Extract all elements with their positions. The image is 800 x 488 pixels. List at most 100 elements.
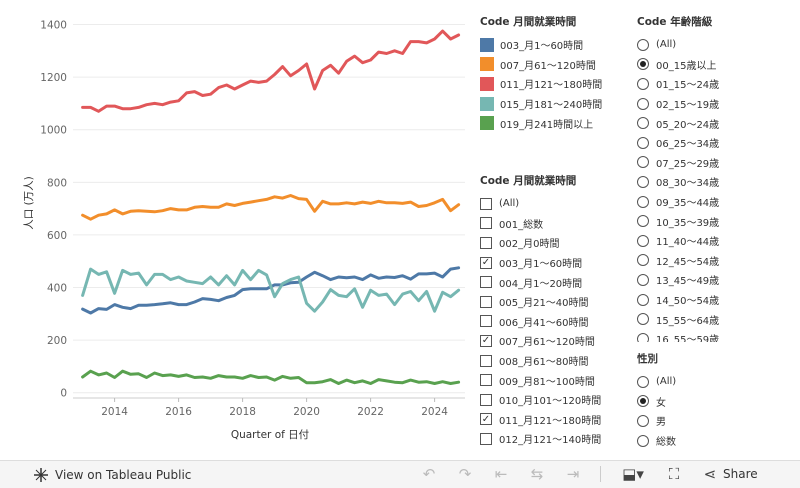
hours-filter-option[interactable]: 001_総数 [480,214,610,234]
hours-filter-option[interactable]: 006_月41～60時間 [480,312,610,332]
redo-icon[interactable]: ↷ [458,465,472,483]
y-axis: 0 200 400 600 800 1000 1200 1400 [40,20,67,400]
color-legend-title: Code 月間就業時間 [480,16,577,28]
legend-item: 003_月1～60時間 [480,35,602,55]
option-label: 019_月241時間以上 [500,119,594,131]
radio-icon[interactable] [637,97,649,110]
hours-filter-option[interactable]: 012_月121～140時間 [480,429,610,446]
checkbox-icon[interactable] [480,217,492,230]
radio-icon[interactable] [637,375,649,388]
age-filter-option[interactable]: (All) [637,35,737,55]
checkbox-icon[interactable] [480,374,492,387]
download-icon[interactable]: ⬓▾ [622,465,644,483]
sex-filter-option[interactable]: 総数 [637,431,737,451]
radio-icon[interactable] [637,195,649,208]
undo-icon[interactable]: ↶ [422,465,436,483]
age-filter-option[interactable]: 15_55～64歳 [637,309,737,329]
x-axis: 2014 2016 2018 2020 2022 2024 [73,397,465,418]
radio-selected-icon[interactable] [637,395,649,408]
age-filter-option[interactable]: 16_55～59歳 [637,329,737,342]
radio-selected-icon[interactable] [637,58,649,71]
x-axis-label: Quarter of 日付 [231,428,309,441]
age-filter-option[interactable]: 02_15～19歳 [637,94,737,114]
hours-filter-option[interactable]: 004_月1～20時間 [480,272,610,292]
hours-filter-option[interactable]: ✓ 007_月61～120時間 [480,331,610,351]
checkbox-icon[interactable] [480,315,492,328]
hours-filter-option[interactable]: ✓ 003_月1～60時間 [480,253,610,273]
age-filter-option[interactable]: 14_50～54歳 [637,290,737,310]
hours-filter-option[interactable]: 008_月61～80時間 [480,351,610,371]
radio-icon[interactable] [637,273,649,286]
radio-icon[interactable] [637,293,649,306]
tableau-logo-icon [34,468,48,482]
series-line-4 [81,267,461,313]
fullscreen-icon[interactable]: ⛶ [668,465,680,483]
age-filter-option[interactable]: 01_15～24歳 [637,74,737,94]
radio-icon[interactable] [637,38,649,51]
checkbox-icon[interactable] [480,197,492,210]
hours-filter: Code 月間就業時間 (All) 001_総数 002_月0時間 ✓ 003_月1～6… [480,173,610,446]
hours-filter-option[interactable]: 002_月0時間 [480,233,610,253]
sex-filter-option[interactable]: (All) [637,372,737,392]
checkbox-checked-icon[interactable]: ✓ [480,413,492,426]
sex-filter-option[interactable]: 男 [637,411,737,431]
age-filter-option[interactable]: 13_45～49歳 [637,270,737,290]
radio-icon[interactable] [637,254,649,267]
option-label: 008_月61～80時間 [499,357,589,369]
age-filter-option[interactable]: 10_35～39歳 [637,211,737,231]
radio-icon[interactable] [637,234,649,247]
y-tick-label: 1200 [40,72,67,84]
option-label: 007_月61～120時間 [500,60,596,72]
checkbox-icon[interactable] [480,354,492,367]
checkbox-icon[interactable] [480,295,492,308]
toolbar-separator [600,466,601,482]
legend-item: 015_月181～240時間 [480,94,602,114]
x-tick-label: 2022 [357,406,384,418]
y-tick-label: 400 [47,283,67,295]
radio-icon[interactable] [637,414,649,427]
age-filter-option[interactable]: 06_25～34歳 [637,133,737,153]
radio-icon[interactable] [637,313,649,326]
age-filter-option[interactable]: 05_20～24歳 [637,113,737,133]
radio-icon[interactable] [637,175,649,188]
radio-icon[interactable] [637,77,649,90]
radio-icon[interactable] [637,332,649,342]
option-label: 16_55～59歳 [656,335,720,342]
hours-filter-option[interactable]: 010_月101～120時間 [480,390,610,410]
share-icon[interactable]: ⋖ [703,465,717,483]
hours-filter-option[interactable]: 005_月21～40時間 [480,292,610,312]
age-filter-option[interactable]: 12_45～54歳 [637,251,737,271]
y-tick-label: 1000 [40,125,67,137]
age-filter-option[interactable]: 08_30～34歳 [637,172,737,192]
age-filter-option[interactable]: 09_35～44歳 [637,192,737,212]
hours-filter-title: Code 月間就業時間 [480,175,577,187]
hours-filter-option[interactable]: (All) [480,194,610,214]
checkbox-icon[interactable] [480,236,492,249]
share-label[interactable]: Share [723,467,758,481]
hours-filter-option[interactable]: 009_月81～100時間 [480,370,610,390]
age-filter-option[interactable]: 11_40～44歳 [637,231,737,251]
checkbox-icon[interactable] [480,432,492,445]
radio-icon[interactable] [637,136,649,149]
checkbox-icon[interactable] [480,393,492,406]
age-filter-option[interactable]: 00_15歳以上 [637,55,737,75]
view-on-tableau-public-link[interactable]: View on Tableau Public [33,467,191,483]
option-label: 010_月101～120時間 [499,396,602,408]
radio-icon[interactable] [637,117,649,130]
checkbox-icon[interactable] [480,276,492,289]
age-filter: Code 年齢階級 (All) 00_15歳以上 01_15～24歳 02_15～19… [637,14,737,342]
checkbox-checked-icon[interactable]: ✓ [480,256,492,269]
sex-filter-option[interactable]: 女 [637,392,737,412]
hours-filter-option[interactable]: ✓ 011_月121～180時間 [480,410,610,430]
radio-icon[interactable] [637,434,649,447]
radio-icon[interactable] [637,156,649,169]
radio-icon[interactable] [637,215,649,228]
legend-item: 019_月241時間以上 [480,113,602,133]
pause-icon[interactable]: ⇥ [566,465,580,483]
option-label: 012_月121～140時間 [499,435,602,446]
age-filter-option[interactable]: 07_25～29歳 [637,153,737,173]
checkbox-checked-icon[interactable]: ✓ [480,334,492,347]
revert-icon[interactable]: ⇤ [494,465,508,483]
refresh-icon[interactable]: ⇆ [530,465,544,483]
